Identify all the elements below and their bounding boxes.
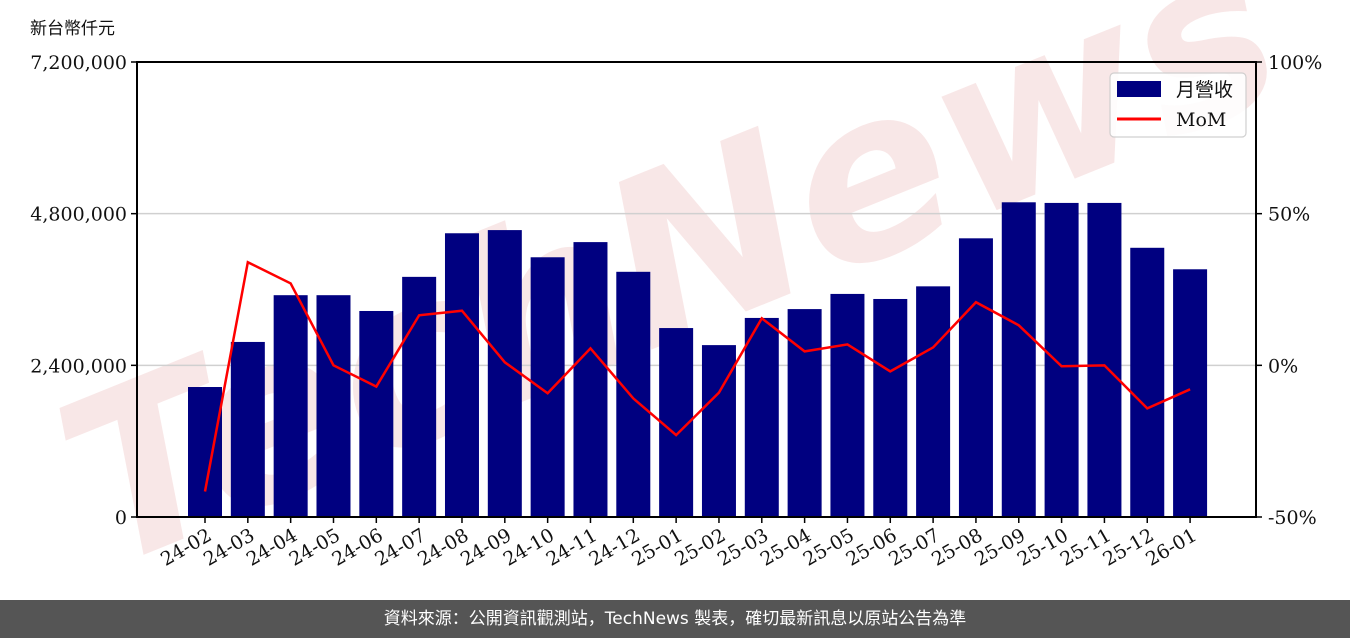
y-right-tick-label: 100% (1268, 52, 1322, 74)
bar-24-06 (359, 310, 394, 517)
bar-25-10 (1044, 202, 1079, 517)
y-right-tick-label: 50% (1268, 204, 1310, 226)
bar-25-12 (1130, 247, 1165, 517)
bar-25-09 (1001, 202, 1036, 517)
bar-24-08 (444, 233, 479, 517)
legend-label-revenue: 月營收 (1176, 79, 1233, 101)
bar-25-06 (873, 298, 908, 517)
bar-24-12 (616, 271, 651, 517)
legend-label-mom: MoM (1176, 109, 1226, 131)
bar-24-09 (487, 230, 522, 517)
source-footer: 資料來源：公開資訊觀測站，TechNews 製表，確切最新訊息以原站公告為準 (0, 600, 1350, 638)
y-left-tick-label: 0 (115, 507, 127, 529)
bar-24-04 (273, 295, 308, 517)
plot-frame (136, 61, 1257, 518)
bar-24-10 (530, 257, 565, 517)
bar-25-05 (830, 293, 865, 517)
bar-25-07 (916, 286, 951, 517)
bar-25-08 (958, 238, 993, 517)
bar-25-04 (787, 309, 822, 517)
mom-line (203, 260, 1191, 492)
bar-24-02 (188, 387, 222, 517)
legend-bar-swatch (1117, 81, 1161, 97)
y-axis-unit-label: 新台幣仟元 (30, 19, 115, 39)
bar-25-03 (744, 317, 779, 517)
y-right-tick-label: -50% (1268, 507, 1317, 529)
x-tick-label: 26-01 (1142, 524, 1200, 570)
y-left-tick-label: 4,800,000 (30, 204, 127, 226)
y-left-tick-label: 2,400,000 (30, 355, 127, 377)
y-left-tick-label: 7,200,000 (30, 52, 127, 74)
revenue-chart: TechNews02,400,0004,800,0007,200,000-50%… (27, 0, 1323, 600)
bar-24-11 (573, 242, 608, 517)
y-right-tick-label: 0% (1268, 355, 1298, 377)
bar-24-05 (316, 295, 351, 517)
bar-24-03 (230, 341, 265, 517)
bar-25-11 (1087, 202, 1122, 517)
bar-26-01 (1173, 269, 1208, 517)
